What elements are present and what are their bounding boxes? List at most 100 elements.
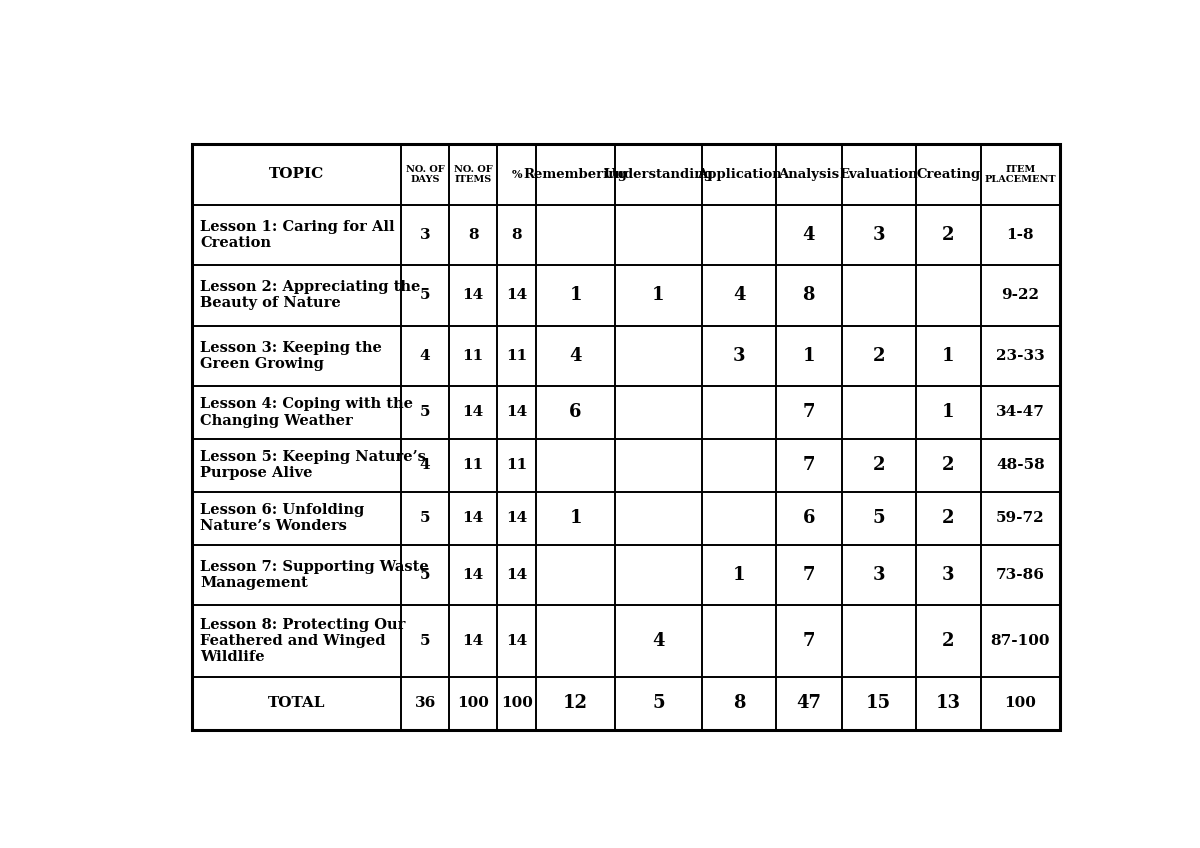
- Bar: [497, 144, 536, 204]
- Bar: [702, 144, 776, 204]
- Bar: [497, 492, 536, 544]
- Bar: [776, 386, 841, 439]
- Bar: [401, 544, 449, 605]
- Bar: [614, 204, 702, 265]
- Text: 1: 1: [942, 404, 955, 421]
- Bar: [841, 326, 916, 386]
- Bar: [401, 492, 449, 544]
- Text: 14: 14: [462, 568, 484, 582]
- Bar: [916, 492, 982, 544]
- Text: 3: 3: [420, 228, 431, 242]
- Bar: [916, 265, 982, 326]
- Bar: [449, 204, 497, 265]
- Text: 5: 5: [420, 405, 431, 420]
- Bar: [916, 386, 982, 439]
- Bar: [841, 677, 916, 730]
- Bar: [536, 605, 614, 677]
- Bar: [614, 439, 702, 492]
- Text: 5: 5: [652, 695, 665, 712]
- Text: 2: 2: [942, 510, 955, 527]
- Text: 47: 47: [797, 695, 821, 712]
- Bar: [702, 605, 776, 677]
- Bar: [982, 326, 1060, 386]
- Text: Lesson 3: Keeping the
Green Growing: Lesson 3: Keeping the Green Growing: [200, 341, 382, 371]
- Text: Application: Application: [697, 168, 781, 181]
- Bar: [776, 326, 841, 386]
- Text: Lesson 6: Unfolding
Nature’s Wonders: Lesson 6: Unfolding Nature’s Wonders: [200, 503, 365, 533]
- Bar: [916, 544, 982, 605]
- Text: 73-86: 73-86: [996, 568, 1045, 582]
- Text: Creating: Creating: [917, 168, 980, 181]
- Bar: [916, 677, 982, 730]
- Text: 5: 5: [420, 511, 431, 525]
- Text: 11: 11: [462, 349, 484, 363]
- Bar: [449, 144, 497, 204]
- Bar: [536, 492, 614, 544]
- Bar: [702, 677, 776, 730]
- Text: 23-33: 23-33: [996, 349, 1045, 363]
- Text: 3: 3: [942, 566, 955, 584]
- Text: 4: 4: [420, 459, 431, 472]
- Bar: [497, 386, 536, 439]
- Text: TOPIC: TOPIC: [269, 167, 324, 181]
- Bar: [192, 605, 401, 677]
- Bar: [497, 544, 536, 605]
- Bar: [841, 492, 916, 544]
- Bar: [982, 544, 1060, 605]
- Bar: [192, 386, 401, 439]
- Bar: [776, 605, 841, 677]
- Text: 8: 8: [733, 695, 745, 712]
- Text: 100: 100: [500, 696, 533, 711]
- Bar: [497, 265, 536, 326]
- Bar: [192, 677, 401, 730]
- Text: 100: 100: [457, 696, 490, 711]
- Text: 11: 11: [462, 459, 484, 472]
- Bar: [192, 326, 401, 386]
- Bar: [982, 204, 1060, 265]
- Bar: [702, 544, 776, 605]
- Text: 13: 13: [936, 695, 961, 712]
- Text: %: %: [511, 169, 522, 180]
- Bar: [614, 544, 702, 605]
- Bar: [497, 204, 536, 265]
- Text: 3: 3: [733, 347, 745, 365]
- Bar: [536, 265, 614, 326]
- Bar: [401, 204, 449, 265]
- Text: 5: 5: [420, 568, 431, 582]
- Text: 1: 1: [569, 287, 582, 304]
- Bar: [401, 605, 449, 677]
- Bar: [841, 605, 916, 677]
- Bar: [536, 439, 614, 492]
- Bar: [982, 677, 1060, 730]
- Text: 3: 3: [872, 566, 884, 584]
- Bar: [702, 326, 776, 386]
- Text: 6: 6: [569, 404, 582, 421]
- Bar: [497, 326, 536, 386]
- Text: Lesson 2: Appreciating the
Beauty of Nature: Lesson 2: Appreciating the Beauty of Nat…: [200, 280, 420, 310]
- Text: 2: 2: [942, 632, 955, 650]
- Text: 8: 8: [803, 287, 815, 304]
- Text: 6: 6: [803, 510, 815, 527]
- Bar: [401, 265, 449, 326]
- Text: 5: 5: [420, 634, 431, 648]
- Text: TOTAL: TOTAL: [268, 696, 325, 711]
- Text: Evaluation: Evaluation: [839, 168, 918, 181]
- Bar: [449, 439, 497, 492]
- Text: 14: 14: [462, 511, 484, 525]
- Text: 14: 14: [506, 568, 527, 582]
- Bar: [982, 439, 1060, 492]
- Text: 4: 4: [803, 226, 815, 244]
- Bar: [614, 144, 702, 204]
- Text: 34-47: 34-47: [996, 405, 1045, 420]
- Bar: [614, 386, 702, 439]
- Text: 7: 7: [803, 404, 815, 421]
- Text: 7: 7: [803, 456, 815, 474]
- Bar: [614, 677, 702, 730]
- Text: 11: 11: [506, 349, 527, 363]
- Text: 8: 8: [511, 228, 522, 242]
- Bar: [536, 386, 614, 439]
- Bar: [702, 265, 776, 326]
- Bar: [449, 544, 497, 605]
- Text: 4: 4: [420, 349, 431, 363]
- Text: 2: 2: [942, 226, 955, 244]
